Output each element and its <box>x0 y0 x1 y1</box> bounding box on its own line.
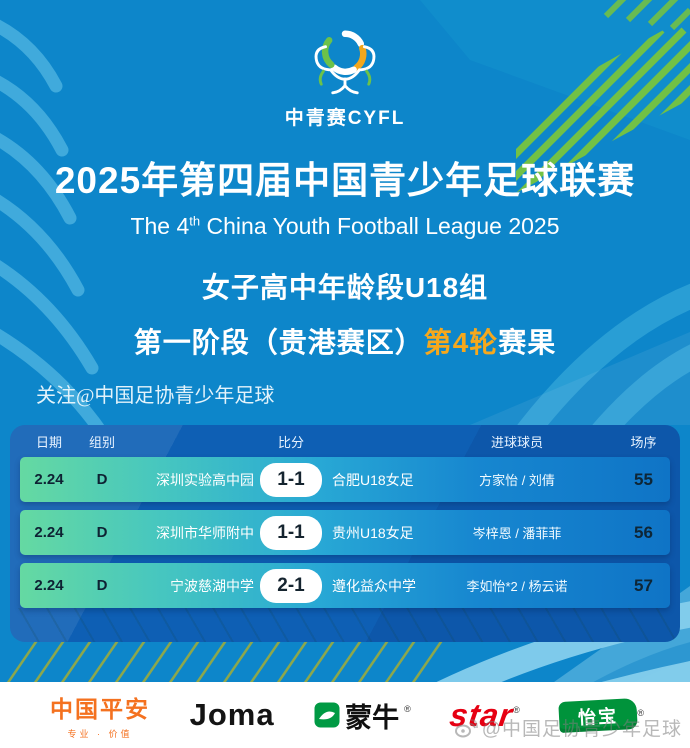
age-group-line: 女子高中年龄段U18组 <box>201 272 489 303</box>
away-team: 合肥U18女足 <box>332 471 414 488</box>
league-logo: 中青赛CYFL <box>0 28 690 130</box>
registered-mark: ® <box>513 704 520 715</box>
column-header-matchno: 场序 <box>630 434 657 450</box>
mengniu-icon <box>314 702 340 728</box>
registered-mark: ® <box>637 707 644 718</box>
table-header-row: 日期 组别 比分 进球球员 场序 <box>20 425 670 457</box>
away-team: 贵州U18女足 <box>332 524 414 541</box>
match-group: D <box>96 524 108 541</box>
column-header-score: 比分 <box>277 434 304 450</box>
round-highlight: 第4轮 <box>423 327 499 358</box>
cyfl-trophy-icon <box>314 30 376 95</box>
sponsor-pingan-logo: 中国平安 专业 · 价值 <box>50 690 150 740</box>
home-team: 宁波慈湖中学 <box>170 577 254 594</box>
page-title: 2025年第四届中国青少年足球联赛 <box>54 160 636 201</box>
goal-scorers: 方家怡 / 刘倩 <box>479 473 555 488</box>
title-block: 2025年第四届中国青少年足球联赛 The 4th China Youth Fo… <box>0 150 690 361</box>
follow-handle-text: 关注@中国足协青少年足球 <box>36 385 275 407</box>
subtitle-pre: The 4 <box>130 213 190 239</box>
pingan-wordmark: 中国平安 <box>50 696 150 722</box>
column-header-group: 组别 <box>88 434 115 450</box>
watermark-text: @中国足协青少年足球 <box>481 719 682 740</box>
home-team: 深圳实验高中园 <box>156 471 254 488</box>
registered-mark: ® <box>404 703 411 714</box>
weibo-icon <box>454 718 478 737</box>
pingan-tagline: 专业 · 价值 <box>67 729 133 739</box>
goal-scorers: 李如怡*2 / 杨云诺 <box>466 579 568 594</box>
column-header-date: 日期 <box>35 434 62 450</box>
match-number: 56 <box>634 522 653 542</box>
table-row: 2.24 D 深圳市华师附中 1-1 贵州U18女足 岑梓恩 / 潘菲菲 56 <box>20 510 670 555</box>
subtitle-post: China Youth Football League 2025 <box>200 213 560 239</box>
score-pill: 2-1 <box>260 568 322 603</box>
mengniu-wordmark: 蒙牛 <box>345 702 400 733</box>
match-number: 55 <box>634 469 653 489</box>
weibo-watermark: @中国足协青少年足球 <box>454 714 682 741</box>
match-date: 2.24 <box>34 471 64 488</box>
sponsor-star-logo: star ® <box>448 697 520 734</box>
stage-post: 赛果 <box>498 327 557 358</box>
sponsor-cestbon-logo: 怡宝 ® <box>558 697 644 733</box>
results-panel: 日期 组别 比分 进球球员 场序 2.24 D 深圳实验高中园 1-1 合肥U1… <box>10 425 680 642</box>
goal-scorers: 岑梓恩 / 潘菲菲 <box>472 526 562 541</box>
sponsor-footer: 中国平安 专业 · 价值 Joma 蒙牛 ® star ® 怡宝 ® <box>0 682 690 748</box>
match-group: D <box>96 577 108 594</box>
match-group: D <box>96 471 108 488</box>
feather-stripes-icon <box>0 19 111 443</box>
column-header-scorers: 进球球员 <box>490 434 543 450</box>
home-team: 深圳市华师附中 <box>156 524 254 541</box>
score-pill: 1-1 <box>260 462 322 497</box>
table-row: 2.24 D 宁波慈湖中学 2-1 遵化益众中学 李如怡*2 / 杨云诺 57 <box>20 563 670 608</box>
stage-pre: 第一阶段（贵港赛区） <box>133 327 424 358</box>
sponsor-joma-logo: Joma <box>190 697 275 733</box>
match-number: 57 <box>634 575 653 595</box>
sponsor-mengniu-logo: 蒙牛 ® <box>314 696 411 735</box>
logo-wordmark: 中青赛CYFL <box>284 108 406 129</box>
score-pill: 1-1 <box>260 515 322 550</box>
stage-line: 第一阶段（贵港赛区）第4轮赛果 <box>0 321 690 361</box>
table-row: 2.24 D 深圳实验高中园 1-1 合肥U18女足 方家怡 / 刘倩 55 <box>20 457 670 502</box>
subtitle-superscript: th <box>189 213 201 229</box>
away-team: 遵化益众中学 <box>332 577 416 594</box>
match-date: 2.24 <box>34 524 64 541</box>
corner-hatch-icon <box>603 0 690 31</box>
joma-wordmark: Joma <box>189 697 275 732</box>
page-subtitle: The 4th China Youth Football League 2025 <box>0 213 690 240</box>
match-date: 2.24 <box>34 577 64 594</box>
